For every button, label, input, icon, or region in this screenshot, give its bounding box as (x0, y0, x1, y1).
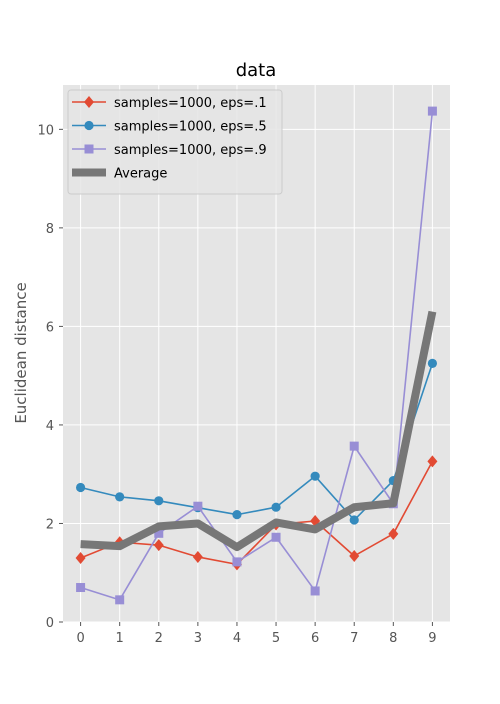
legend-box (67, 89, 283, 195)
data-point (75, 482, 86, 493)
legend-marker (84, 144, 94, 154)
data-point (427, 106, 437, 116)
data-point (427, 358, 438, 368)
data-point (271, 502, 281, 512)
data-point (115, 595, 125, 605)
x-tick-label: 5 (272, 631, 280, 646)
data-point (349, 441, 359, 451)
y-tick-label: 4 (46, 419, 54, 434)
data-point (232, 557, 242, 567)
data-point (154, 528, 164, 538)
x-tick-label: 4 (233, 631, 241, 646)
data-point (310, 471, 320, 481)
x-tick-label: 0 (76, 631, 84, 646)
series-line (80, 111, 434, 601)
data-point (388, 527, 399, 540)
legend-marker (84, 96, 94, 108)
data-point (349, 549, 360, 562)
x-tick-label: 6 (311, 631, 319, 646)
legend-marker (84, 120, 94, 131)
x-tick-label: 9 (428, 631, 436, 646)
legend-label: samples=1000, eps=.1 (114, 96, 267, 111)
y-tick-label: 10 (37, 123, 54, 138)
data-point (193, 501, 203, 511)
data-point (154, 496, 164, 506)
chart-title: data (236, 60, 277, 81)
data-point (76, 583, 86, 593)
y-axis-label: Euclidean distance (12, 282, 30, 423)
x-tick-label: 3 (194, 631, 202, 646)
x-tick-label: 1 (116, 631, 124, 646)
data-point (153, 539, 164, 552)
data-point (75, 551, 86, 564)
series-line (80, 461, 434, 566)
y-tick-label: 2 (46, 517, 54, 532)
data-point (115, 492, 125, 502)
legend-label: samples=1000, eps=.9 (114, 143, 267, 158)
series-line (80, 363, 434, 521)
x-tick-label: 7 (350, 631, 358, 646)
x-tick-label: 8 (389, 631, 397, 646)
y-tick-label: 0 (46, 616, 54, 631)
y-tick-label: 6 (46, 320, 54, 335)
data-point (427, 455, 438, 468)
data-point (232, 509, 242, 520)
legend-label: samples=1000, eps=.5 (114, 120, 267, 135)
y-tick-label: 8 (46, 222, 54, 237)
data-point (271, 532, 281, 542)
x-tick-label: 2 (155, 631, 163, 646)
legend-label: Average (114, 167, 167, 182)
data-point (192, 550, 203, 563)
data-point (349, 515, 359, 525)
data-point (310, 586, 320, 596)
series-average-line (80, 310, 437, 552)
